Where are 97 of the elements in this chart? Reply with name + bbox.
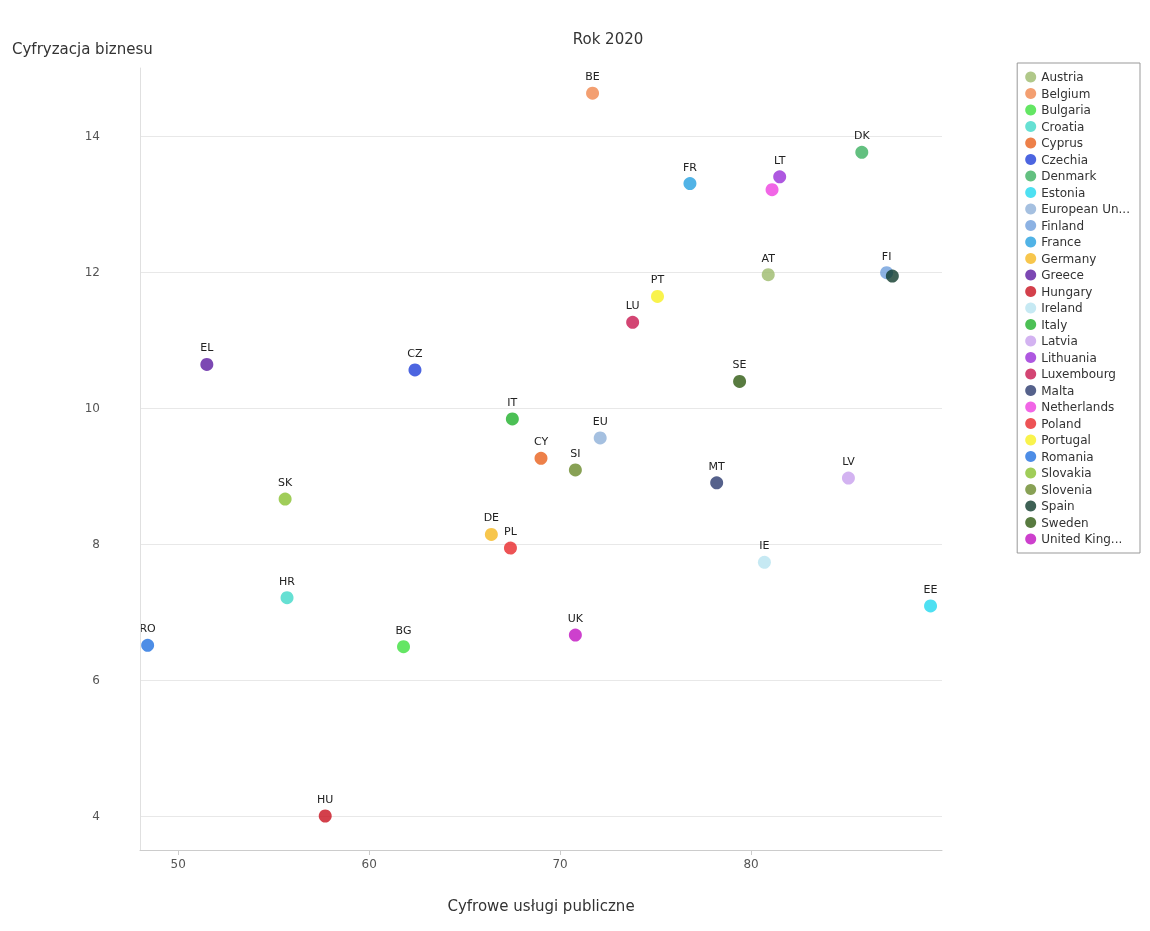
point: [924, 599, 938, 613]
annotation: LV: [842, 455, 856, 469]
legend-label: France: [1041, 235, 1082, 249]
y-tick-label: 4: [92, 809, 100, 823]
legend-label: Romania: [1041, 449, 1094, 464]
legend-label: Belgium: [1041, 86, 1091, 101]
y-tick-label: 10: [84, 401, 100, 415]
annotation: MT: [708, 459, 726, 473]
legend-label: Slovenia: [1041, 482, 1093, 497]
point: [626, 315, 640, 329]
point: [773, 170, 787, 184]
annotation: FR: [682, 160, 698, 174]
x-tick-label: 50: [170, 857, 186, 871]
y-tick-label: 12: [84, 265, 100, 279]
legend-label: Lithuania: [1041, 350, 1097, 365]
legend-label: Hungary: [1041, 284, 1093, 299]
legend-label: European Un...: [1041, 202, 1131, 216]
annotation: AT: [761, 251, 776, 265]
annotation: CZ: [407, 346, 424, 360]
legend-label: Denmark: [1041, 169, 1097, 183]
point: [484, 527, 498, 541]
legend-label: Portugal: [1041, 433, 1091, 447]
y-tick-label: 8: [92, 537, 100, 551]
annotation: PT: [650, 273, 665, 287]
legend-label: United King...: [1041, 532, 1123, 546]
annotation: FI: [881, 249, 892, 263]
point: [765, 183, 779, 197]
point: [733, 374, 747, 388]
annotation: EU: [592, 414, 608, 428]
legend-label: Austria: [1041, 70, 1084, 84]
point: [885, 269, 899, 283]
annotation: SE: [732, 358, 747, 372]
point: [141, 638, 155, 652]
point: [586, 86, 600, 100]
annotation: LT: [774, 153, 786, 167]
x-tick-label: 60: [361, 857, 377, 871]
point: [757, 555, 771, 569]
annotation: EL: [200, 341, 215, 355]
point: [408, 363, 422, 377]
legend-label: Estonia: [1041, 185, 1086, 200]
annotation: IE: [759, 539, 770, 553]
legend-label: Luxembourg: [1041, 367, 1116, 381]
legend-label: Italy: [1041, 317, 1068, 332]
y-axis-title: Cyfryzacja biznesu: [12, 39, 153, 58]
legend-label: Latvia: [1041, 334, 1078, 348]
point: [503, 541, 517, 555]
legend-label: Malta: [1041, 383, 1075, 398]
point: [505, 412, 519, 426]
annotation: BE: [585, 70, 600, 84]
point: [683, 177, 697, 191]
annotation: SK: [278, 476, 293, 490]
x-tick-label: 80: [743, 857, 759, 871]
point: [841, 471, 855, 485]
annotation: DE: [483, 511, 500, 525]
annotation: RO: [139, 622, 157, 636]
legend-label: Netherlands: [1041, 400, 1115, 414]
point: [855, 145, 869, 159]
point: [278, 492, 292, 506]
chart-title: Rok 2020: [572, 29, 644, 48]
legend-label: Bulgaria: [1041, 103, 1091, 117]
legend-label: Greece: [1041, 268, 1084, 282]
legend-label: Slovakia: [1041, 466, 1092, 480]
annotation: BG: [395, 623, 412, 637]
legend-label: Croatia: [1041, 119, 1085, 134]
annotation: CY: [533, 435, 549, 449]
legend-label: Spain: [1041, 499, 1075, 513]
point: [593, 431, 607, 445]
point: [568, 628, 582, 642]
annotation: EE: [923, 582, 938, 596]
annotation: LU: [625, 299, 640, 313]
y-tick-label: 14: [84, 129, 100, 143]
point: [280, 591, 294, 605]
point: [761, 268, 775, 282]
legend-label: Germany: [1041, 251, 1097, 266]
point: [710, 476, 724, 490]
legend-label: Czechia: [1041, 152, 1089, 167]
x-axis-title: Cyfrowe usługi publiczne: [447, 896, 635, 915]
legend-label: Sweden: [1041, 515, 1089, 530]
legend-label: Finland: [1041, 218, 1085, 233]
y-tick-label: 6: [92, 673, 100, 687]
legend-label: Poland: [1041, 416, 1082, 431]
legend-label: Cyprus: [1041, 136, 1084, 150]
point: [534, 451, 548, 465]
annotation: SI: [570, 446, 581, 460]
annotation: HU: [317, 793, 334, 806]
point: [397, 640, 411, 654]
x-tick-label: 70: [552, 857, 568, 871]
legend-label: Ireland: [1041, 301, 1083, 315]
point: [318, 809, 332, 823]
annotation: HR: [279, 574, 296, 588]
point: [568, 463, 582, 477]
point: [650, 289, 664, 303]
annotation: PL: [504, 525, 518, 539]
point: [200, 357, 214, 371]
annotation: IT: [507, 395, 518, 409]
annotation: DK: [853, 129, 871, 143]
annotation: UK: [567, 612, 584, 626]
